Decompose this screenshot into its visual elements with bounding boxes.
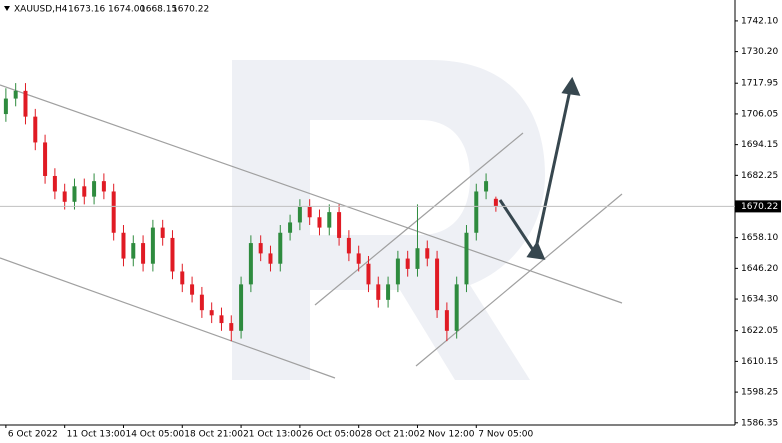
candle-body: [278, 232, 283, 264]
candle-body: [258, 243, 263, 254]
candle-body: [366, 263, 371, 285]
x-tick-label: 14 Oct 05:00: [125, 430, 184, 440]
plot: [3, 83, 498, 342]
candle-body: [121, 232, 126, 259]
y-tick-label: 1634.30: [741, 295, 778, 305]
x-tick-label: 2 Nov 12:00: [419, 430, 474, 440]
ohlc-open: 1673.16: [68, 5, 105, 15]
y-tick-label: 1682.25: [741, 171, 778, 181]
candle-body: [33, 116, 38, 143]
candle-body: [170, 237, 175, 272]
candle-body: [43, 142, 48, 176]
candle-body: [219, 315, 224, 324]
candle-body: [82, 186, 87, 197]
candle-body: [239, 284, 244, 331]
candle-body: [307, 206, 312, 218]
candle-body: [337, 212, 342, 238]
candle-body: [415, 248, 420, 269]
x-tick-label: 7 Nov 05:00: [478, 430, 533, 440]
y-tick-label: 1658.10: [741, 233, 778, 243]
y-tick-label: 1646.20: [741, 264, 778, 274]
candle-body: [209, 310, 214, 316]
channel-lines: [0, 84, 623, 379]
y-tick-label: 1694.15: [741, 140, 778, 150]
x-tick-label: 28 Oct 21:00: [361, 430, 420, 440]
candle-body: [150, 227, 155, 264]
candle-body: [317, 217, 322, 228]
candle-body: [180, 271, 185, 285]
y-tick-label: 1742.10: [741, 16, 778, 26]
candle-body: [444, 310, 449, 331]
forecast-arrow: [498, 76, 581, 260]
candle-body: [386, 284, 391, 300]
candle-body: [493, 198, 498, 207]
candle-body: [484, 181, 489, 192]
candle-body: [141, 243, 146, 264]
symbol: XAUUSD,H4: [14, 5, 68, 15]
y-tick-label: 1706.05: [741, 109, 778, 119]
candle-body: [435, 258, 440, 311]
y-tick-label: 1730.20: [741, 47, 778, 57]
candle-body: [23, 90, 28, 117]
candle-body: [92, 181, 97, 197]
candle-body: [190, 284, 195, 295]
candle-body: [327, 212, 332, 228]
ohlc-close: 1670.22: [172, 5, 209, 15]
menu-triangle[interactable]: [4, 6, 10, 11]
ohlc-high: 1674.00: [108, 5, 145, 15]
candle-body: [405, 258, 410, 269]
y-tick-label: 1610.15: [741, 357, 778, 367]
x-tick-label: 21 Oct 13:00: [243, 430, 302, 440]
candle-body: [52, 175, 57, 192]
x-tick-label: 6 Oct 2022: [8, 430, 58, 440]
candle-body: [356, 253, 361, 264]
y-tick-label: 1586.35: [741, 418, 778, 428]
x-tick-label: 18 Oct 21:00: [184, 430, 243, 440]
candle-body: [464, 232, 469, 285]
candle-body: [346, 237, 351, 254]
candle-body: [62, 191, 67, 202]
candle-body: [3, 98, 8, 115]
ohlc-low: 1668.15: [140, 5, 177, 15]
candle-body: [395, 258, 400, 285]
current-price-label: 1670.22: [741, 202, 778, 212]
candle-body: [101, 181, 106, 192]
y-tick-label: 1598.25: [741, 388, 778, 398]
candle-body: [268, 253, 273, 264]
candle-body: [297, 206, 302, 223]
candle-body: [425, 248, 430, 259]
y-tick-label: 1717.95: [741, 79, 778, 89]
candle-body: [13, 90, 18, 99]
candle-body: [248, 243, 253, 285]
candle-body: [454, 284, 459, 331]
current-price-box: [735, 200, 781, 213]
candle-body: [474, 191, 479, 233]
y-tick-label: 1622.05: [741, 326, 778, 336]
candle-body: [72, 186, 77, 202]
candle-body: [131, 243, 136, 259]
x-tick-label: 11 Oct 13:00: [67, 430, 126, 440]
candle-body: [288, 222, 293, 233]
candle-body: [199, 294, 204, 311]
x-tick-label: 26 Oct 05:00: [302, 430, 361, 440]
watermark: [232, 60, 545, 380]
candle-body: [111, 191, 116, 233]
candle-body: [376, 284, 381, 300]
candle-body: [160, 227, 165, 238]
candle-body: [229, 323, 234, 331]
